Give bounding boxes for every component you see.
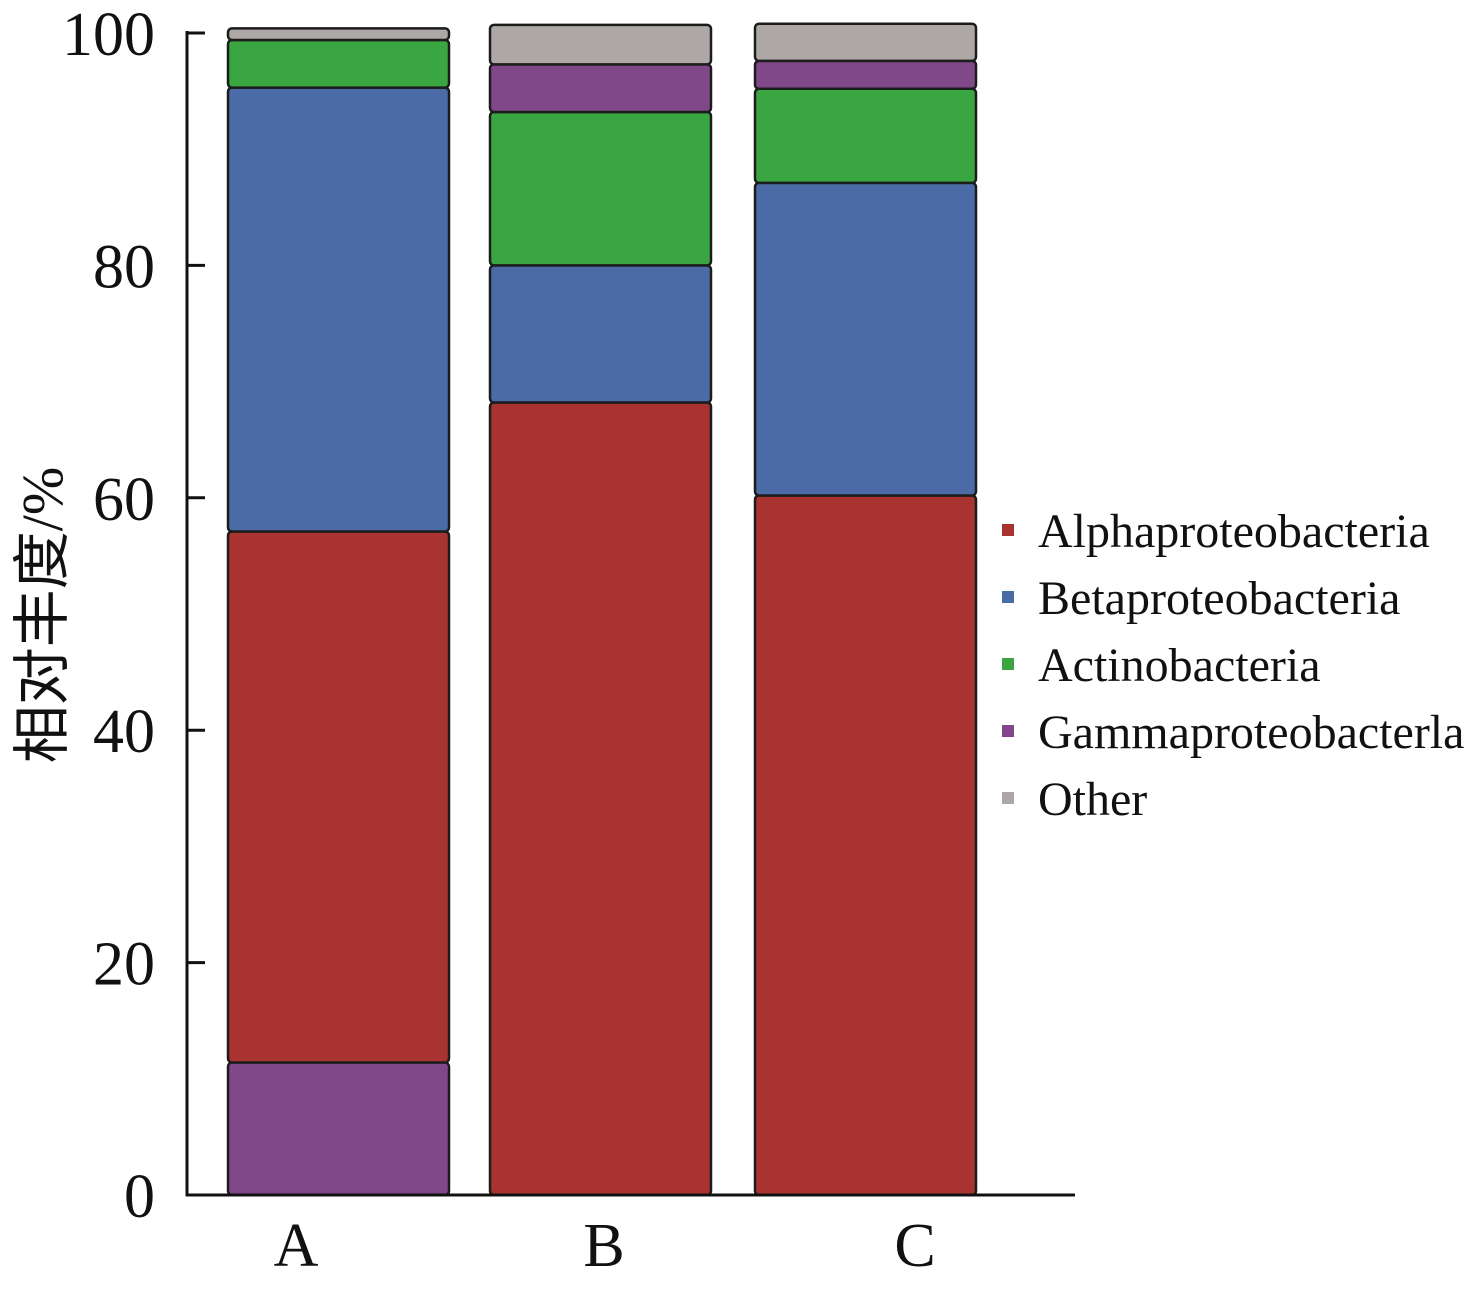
y-tick-label: 0	[124, 1163, 155, 1231]
y-tick-label: 40	[93, 698, 155, 766]
x-tick-label: C	[894, 1212, 935, 1280]
bar-segment-a-alphaproteobacteria	[226, 530, 451, 1064]
legend-label: Betaproteobacteria	[1038, 572, 1400, 625]
legend-marker	[1002, 792, 1014, 804]
bar-segment-b-alphaproteobacteria	[488, 401, 713, 1197]
bar-segment-a-actinobacteria	[226, 38, 451, 89]
y-tick-label: 80	[93, 233, 155, 301]
bar-segment-c-gammaproteobacterla	[753, 59, 978, 91]
x-tick-label: B	[583, 1212, 624, 1280]
bar-segment-c-betaproteobacteria	[753, 181, 978, 497]
bar-segment-c-alphaproteobacteria	[753, 494, 978, 1197]
legend-label: Alphaproteobacteria	[1038, 505, 1430, 558]
legend-item-betaproteobacteria: Betaproteobacteria	[1002, 572, 1400, 625]
bar-segment-b-actinobacteria	[488, 110, 713, 267]
legend-item-actinobacteria: Actinobacteria	[1002, 639, 1321, 692]
x-tick-labels: A B C	[274, 1212, 936, 1280]
axes-layer	[185, 31, 1075, 1197]
bars-layer	[226, 22, 978, 1197]
legend-item-gammaproteobacterla: Gammaproteobacterla	[1002, 706, 1464, 759]
legend: Alphaproteobacteria Betaproteobacteria Act…	[1002, 505, 1464, 826]
bar-segment-b-betaproteobacteria	[488, 264, 713, 404]
legend-label: Gammaproteobacterla	[1038, 706, 1464, 759]
y-ticks: 0 20 40 60 80 100	[62, 1, 205, 1231]
bar-segment-a-betaproteobacteria	[226, 86, 451, 533]
legend-item-other: Other	[1002, 773, 1147, 826]
legend-item-alphaproteobacteria: Alphaproteobacteria	[1002, 505, 1430, 558]
legend-marker	[1002, 658, 1014, 670]
bar-segment-c-actinobacteria	[753, 87, 978, 185]
bar-c	[753, 22, 978, 1197]
y-tick-label: 20	[93, 931, 155, 999]
legend-label: Actinobacteria	[1038, 639, 1321, 692]
bar-b	[488, 23, 713, 1197]
y-tick-label: 100	[62, 1, 155, 69]
bar-segment-a-other	[226, 27, 451, 42]
legend-marker	[1002, 725, 1014, 737]
bar-segment-b-gammaproteobacterla	[488, 63, 713, 114]
bar-segment-a-gammaproteobacterla	[226, 1061, 451, 1197]
bar-segment-b-other	[488, 23, 713, 66]
y-axis-title: 相对丰度/%	[10, 467, 75, 763]
bar-a	[226, 27, 451, 1197]
bar-segment-c-other	[753, 22, 978, 63]
y-tick-label: 60	[93, 466, 155, 534]
legend-marker	[1002, 524, 1014, 536]
legend-marker	[1002, 591, 1014, 603]
legend-label: Other	[1038, 773, 1147, 826]
x-tick-label: A	[274, 1212, 319, 1280]
